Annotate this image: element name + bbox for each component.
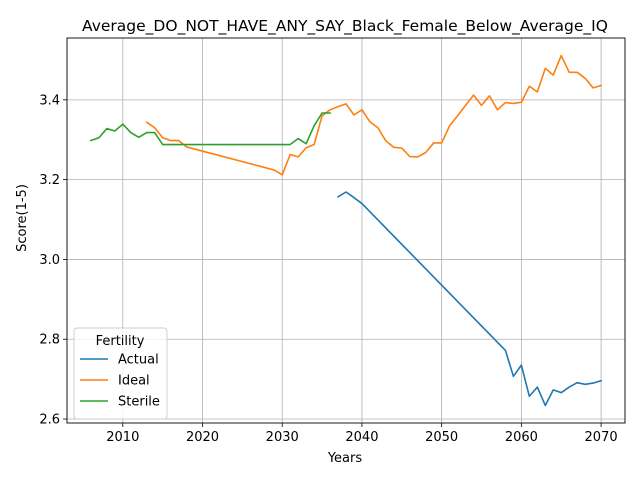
x-tick-label: 2010	[106, 430, 139, 445]
axis-ticks: 2010 2020 2030 2040 2050 2060 2070 2.6 2.8 3.0 3.2…	[39, 93, 617, 445]
legend-label-ideal: Ideal	[118, 374, 150, 389]
y-tick-label: 2.6	[39, 413, 60, 428]
x-tick-label: 2060	[505, 430, 538, 445]
x-tick-label: 2050	[425, 430, 458, 445]
chart-title: Average_DO_NOT_HAVE_ANY_SAY_Black_Female…	[82, 17, 608, 36]
x-axis-label: Years	[327, 451, 363, 466]
x-tick-label: 2040	[345, 430, 378, 445]
legend: Fertility Actual Ideal Sterile	[73, 327, 168, 420]
y-tick-label: 2.8	[39, 333, 60, 348]
series-line-actual	[336, 191, 603, 407]
legend-title: Fertility	[96, 334, 145, 349]
y-tick-label: 3.4	[39, 93, 60, 108]
x-tick-label: 2070	[585, 430, 618, 445]
y-tick-label: 3.0	[39, 253, 60, 268]
legend-box	[73, 327, 168, 420]
legend-label-sterile: Sterile	[118, 395, 160, 410]
series-line-ideal	[145, 54, 603, 176]
series-line-sterile	[89, 112, 331, 146]
legend-label-actual: Actual	[118, 353, 159, 368]
legend-entries: Actual Ideal Sterile	[80, 353, 160, 410]
x-tick-label: 2020	[186, 430, 219, 445]
plot-frame	[66, 37, 626, 424]
series-layer	[89, 54, 603, 407]
x-tick-label: 2030	[266, 430, 299, 445]
y-tick-label: 3.2	[39, 173, 60, 188]
y-axis-label: Score(1-5)	[15, 184, 30, 252]
